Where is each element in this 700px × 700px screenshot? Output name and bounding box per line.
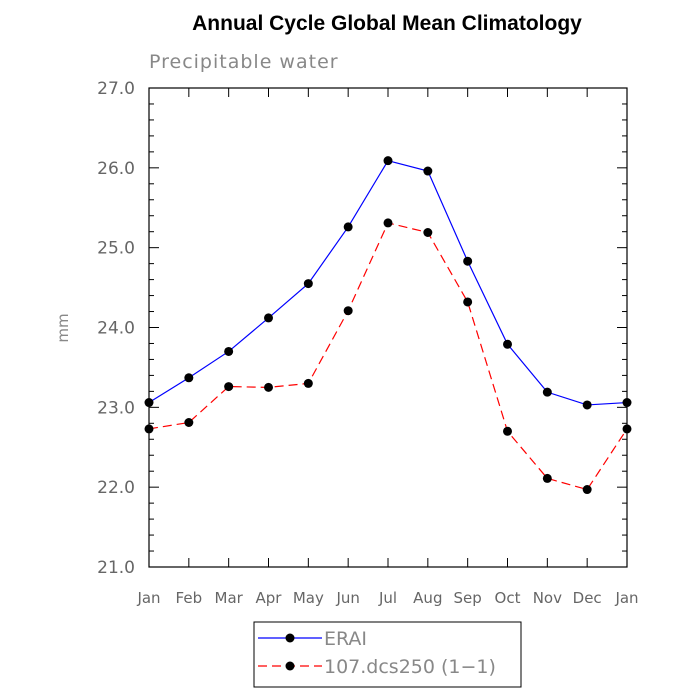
x-tick-label: Jan	[614, 589, 638, 607]
x-tick-label: Dec	[573, 589, 602, 607]
series-2-point	[503, 426, 512, 436]
series-2-point	[463, 297, 473, 307]
series-1-point	[303, 279, 313, 289]
x-tick-label: Mar	[215, 589, 244, 607]
series-2-point	[383, 218, 393, 228]
series-1-point	[542, 387, 552, 397]
y-tick-label: 25.0	[97, 239, 135, 259]
legend-box	[253, 621, 522, 688]
y-tick-label: 23.0	[97, 398, 135, 418]
series-1-point	[144, 398, 154, 408]
chart-subtitle: Precipitable water	[149, 51, 339, 73]
series-2-point	[144, 424, 154, 434]
series-2-point	[622, 424, 632, 434]
x-tick-label: May	[293, 589, 324, 607]
legend-label-2: 107.dcs250 (1−1)	[324, 656, 496, 678]
x-tick-label: Feb	[176, 589, 203, 607]
series-1-point	[423, 166, 433, 176]
series-1-point	[383, 156, 393, 166]
x-tick-label: Jun	[335, 589, 359, 607]
series-2-point	[184, 418, 194, 428]
series-line-1	[148, 159, 628, 406]
legend-marker-2	[285, 661, 295, 671]
x-tick-label: Oct	[495, 589, 521, 607]
series-1-point	[184, 373, 194, 383]
series-2-point	[582, 485, 592, 495]
x-tick-label: Aug	[413, 589, 442, 607]
series-1-point	[463, 256, 473, 266]
legend-marker-1	[285, 633, 295, 643]
y-tick-label: 24.0	[97, 319, 135, 339]
x-tick-label: Sep	[454, 589, 482, 607]
series-2-point	[264, 382, 273, 392]
y-tick-label: 21.0	[97, 558, 135, 578]
series-1-point	[343, 222, 353, 232]
y-axis-label: mm	[54, 313, 72, 342]
x-tick-label: Jan	[136, 589, 160, 607]
x-tick-label: Jul	[378, 589, 397, 607]
series-2-point	[343, 306, 353, 316]
series-2-point	[303, 378, 313, 388]
series-1-point	[503, 339, 512, 349]
x-tick-label: Nov	[533, 589, 562, 607]
series-1-point	[622, 398, 632, 408]
chart-title: Annual Cycle Global Mean Climatology	[192, 12, 582, 35]
x-tick-label: Apr	[256, 589, 283, 607]
series-2-point	[224, 382, 234, 392]
series-1-point	[264, 313, 273, 323]
series-2-point	[423, 227, 433, 237]
y-tick-label: 22.0	[97, 478, 135, 498]
y-tick-label: 27.0	[97, 79, 135, 99]
series-1-point	[224, 346, 234, 356]
series-1-point	[582, 400, 592, 410]
legend: ERAI 107.dcs250 (1−1)	[253, 621, 522, 688]
legend-label-1: ERAI	[324, 628, 367, 650]
series-2-point	[542, 473, 552, 483]
y-tick-label: 26.0	[97, 159, 135, 179]
